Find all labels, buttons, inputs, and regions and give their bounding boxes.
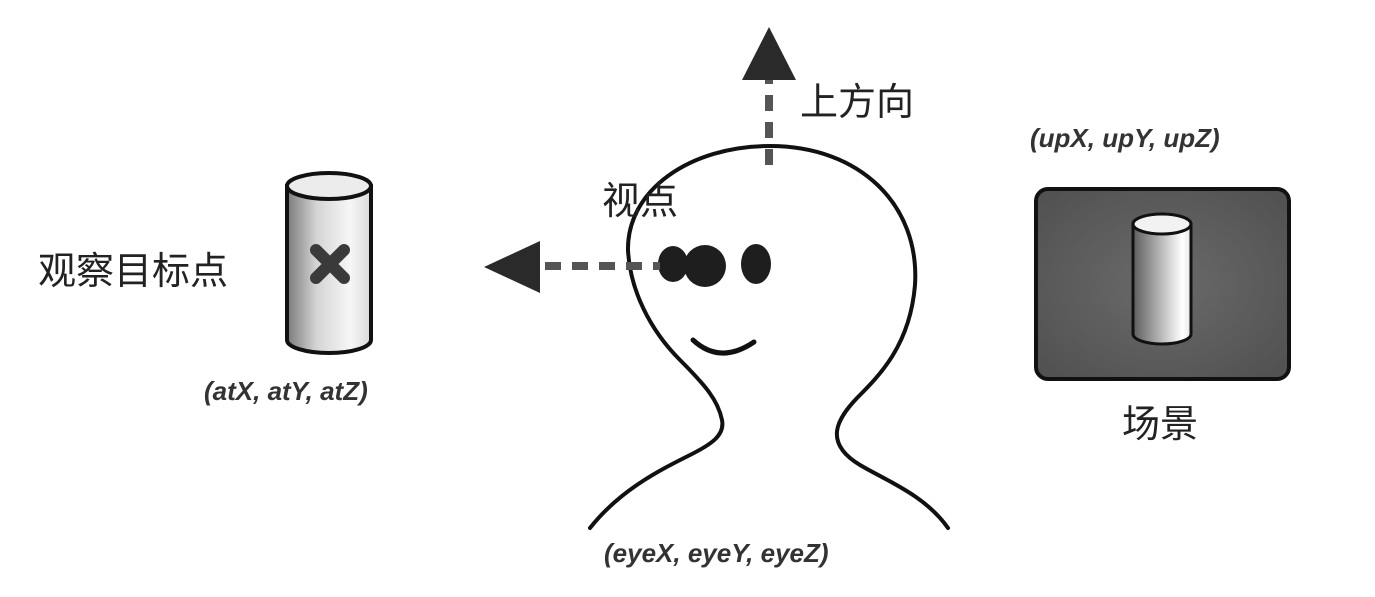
scene-cylinder: [1131, 222, 1193, 346]
target-x-marker: [310, 244, 350, 284]
line-of-sight-arrow: [484, 241, 660, 293]
target-point-label: 观察目标点: [38, 249, 228, 293]
scene-box: [1034, 187, 1291, 381]
eye-center: [684, 245, 726, 287]
person-outline: [588, 143, 950, 530]
scene-label: 场景: [1122, 402, 1198, 446]
eye-coordinate-label: (eyeX, eyeY, eyeZ): [604, 538, 829, 568]
smile: [690, 337, 757, 356]
up-coordinate-label: (upX, upY, upZ): [1030, 123, 1220, 153]
up-direction-arrow: [742, 27, 796, 165]
up-direction-label: 上方向: [800, 80, 914, 124]
at-coordinate-label: (atX, atY, atZ): [204, 376, 368, 406]
eye-right: [741, 244, 771, 284]
viewpoint-label: 视点: [602, 179, 678, 223]
eye-left: [658, 246, 688, 282]
